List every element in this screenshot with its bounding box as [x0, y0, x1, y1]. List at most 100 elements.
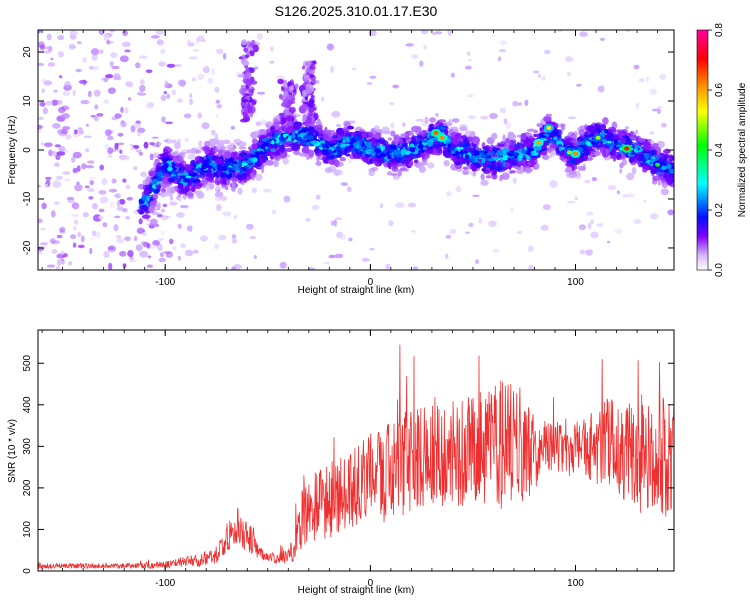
heatmap-cell: [230, 125, 235, 130]
heatmap-hotspot: [546, 126, 552, 130]
heatmap-cell: [285, 148, 294, 152]
heatmap-cell: [256, 32, 263, 41]
heatmap-cell: [59, 231, 66, 234]
heatmap-cell: [188, 225, 193, 233]
heatmap-cell: [374, 149, 382, 154]
heatmap-cell: [41, 78, 47, 83]
heatmap-cell: [240, 180, 245, 186]
heatmap-cell: [392, 84, 400, 89]
heatmap-cell: [468, 59, 472, 62]
heatmap-cell: [216, 165, 221, 171]
heatmap-cell: [116, 206, 124, 211]
heatmap-cell: [254, 151, 261, 155]
heatmap-cell: [392, 149, 400, 156]
heatmap-cell: [449, 146, 454, 151]
heatmap-cell: [211, 68, 215, 76]
heatmap-cell: [251, 143, 258, 150]
heatmap-cell: [404, 168, 409, 172]
heatmap-cell: [445, 234, 452, 239]
heatmap-cell: [39, 101, 46, 107]
heatmap-cell: [103, 99, 110, 104]
heatmap-cell: [166, 93, 170, 99]
heatmap-cell: [72, 167, 79, 174]
heatmap-cell: [101, 178, 108, 185]
heatmap-cell: [138, 210, 145, 215]
heatmap-cell: [197, 35, 205, 42]
heatmap-cell: [560, 123, 565, 131]
heatmap-cell: [161, 230, 165, 236]
heatmap-cell: [481, 153, 486, 158]
heatmap-cell: [622, 194, 628, 198]
heatmap-cell: [166, 63, 176, 68]
heatmap-cell: [96, 113, 104, 117]
heatmap-cell: [427, 162, 435, 169]
heatmap-cell: [418, 165, 426, 173]
heatmap-cell: [367, 149, 373, 152]
heatmap-cell: [138, 151, 143, 156]
heatmap-cell: [133, 166, 138, 171]
heatmap-cell: [60, 250, 65, 256]
heatmap-cell: [253, 66, 259, 70]
heatmap-cell: [616, 190, 621, 195]
heatmap-cell: [565, 137, 574, 141]
heatmap-cell: [68, 261, 72, 266]
heatmap-cell: [526, 147, 533, 152]
heatmap-cell: [607, 126, 617, 133]
heatmap-cell: [590, 231, 599, 239]
heatmap-cell: [645, 155, 649, 160]
heatmap-cell: [407, 202, 417, 208]
heatmap-cell: [302, 114, 308, 121]
heatmap-cell: [216, 189, 221, 193]
spectrogram-ytick-label: 20: [22, 46, 33, 58]
heatmap-cell: [251, 187, 257, 193]
heatmap-cell: [85, 123, 89, 127]
heatmap-cell: [320, 96, 325, 102]
heatmap-cell: [304, 96, 309, 101]
heatmap-cell: [390, 130, 396, 137]
heatmap-cell: [340, 182, 348, 187]
colorbar-tick-label: 0.4: [714, 143, 725, 157]
heatmap-cell: [49, 238, 56, 244]
heatmap-cell: [454, 164, 462, 169]
heatmap-cell: [85, 148, 90, 153]
heatmap-cell: [489, 112, 498, 119]
heatmap-cell: [214, 86, 220, 93]
heatmap-cell: [177, 182, 184, 190]
heatmap-cell: [40, 142, 45, 146]
heatmap-cell: [136, 131, 141, 137]
heatmap-cell: [104, 129, 112, 137]
heatmap-cell: [566, 171, 571, 178]
heatmap-cell: [69, 30, 78, 36]
heatmap-cell: [643, 200, 648, 203]
heatmap-cell: [173, 64, 183, 67]
heatmap-cell: [158, 61, 167, 67]
heatmap-cell: [649, 158, 655, 164]
heatmap-cell: [478, 217, 483, 224]
heatmap-cell: [424, 154, 428, 161]
heatmap-cell: [193, 181, 203, 189]
heatmap-cell: [657, 180, 661, 186]
heatmap-cell: [496, 164, 502, 172]
heatmap-cell: [346, 125, 355, 130]
heatmap-cell: [651, 108, 659, 112]
heatmap-cell: [621, 159, 628, 166]
heatmap-cell: [116, 200, 121, 207]
heatmap-cell: [501, 172, 510, 180]
heatmap-cell: [567, 200, 576, 204]
heatmap-cell: [326, 43, 335, 51]
heatmap-cell: [146, 195, 150, 202]
heatmap-cell: [99, 164, 104, 171]
heatmap-cell: [38, 128, 43, 134]
heatmap-cell: [108, 262, 113, 270]
heatmap-cell: [263, 188, 272, 193]
heatmap-cell: [80, 235, 85, 243]
heatmap-cell: [99, 199, 106, 204]
heatmap-cell: [241, 39, 248, 46]
heatmap-cell: [460, 150, 464, 155]
heatmap-cell: [649, 88, 657, 95]
heatmap-cell: [98, 190, 107, 195]
heatmap-cell: [189, 56, 198, 60]
heatmap-hotspot: [536, 140, 542, 145]
heatmap-cell: [339, 150, 347, 156]
